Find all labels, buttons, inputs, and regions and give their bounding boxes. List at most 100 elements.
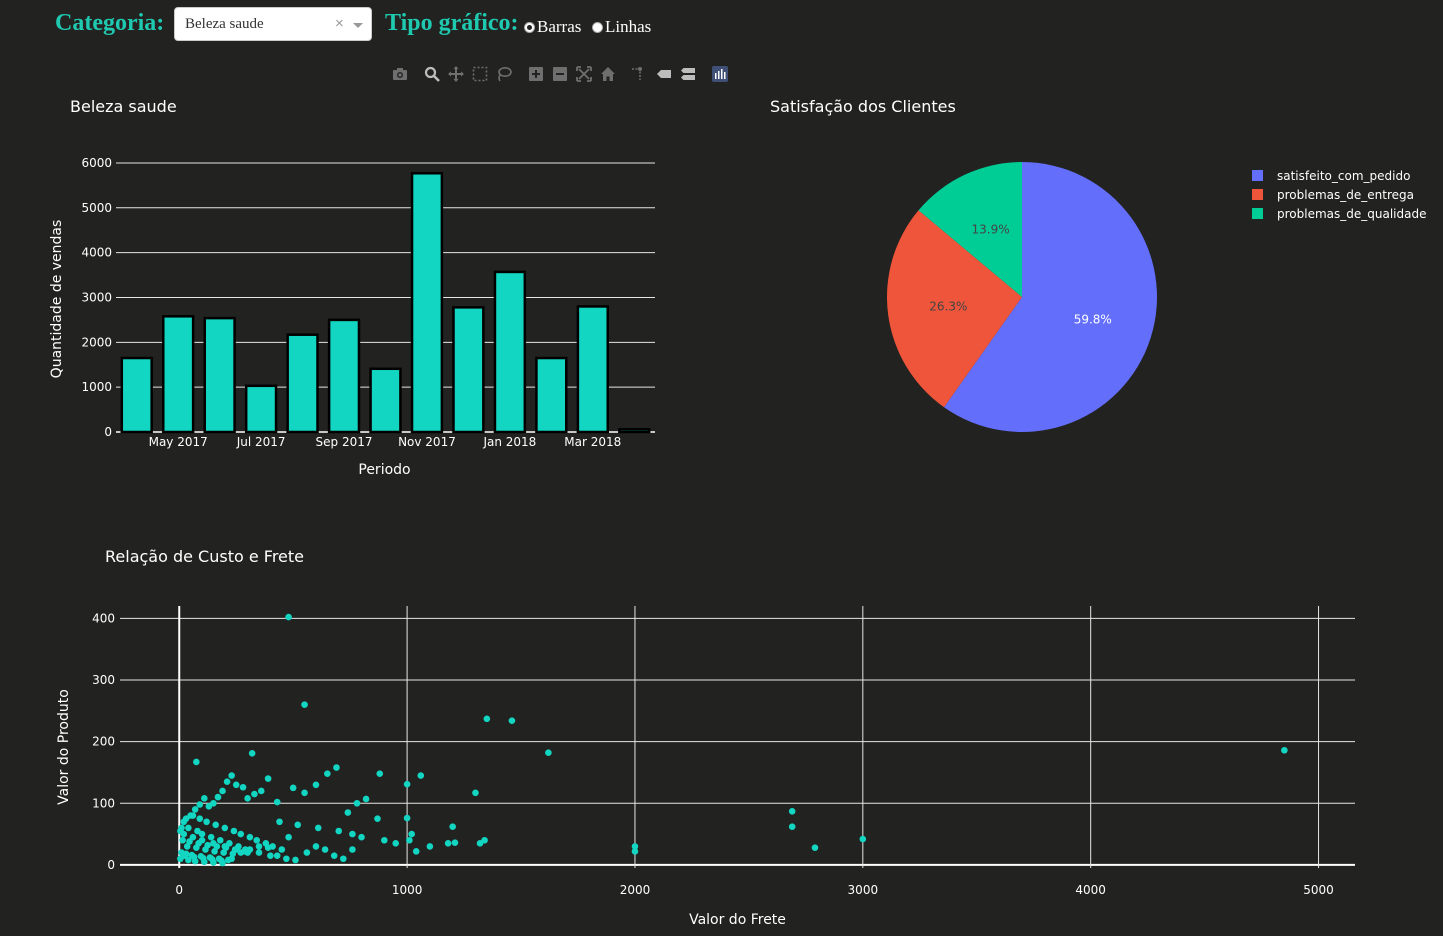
scatter-point[interactable] <box>374 815 381 822</box>
bar-chart[interactable]: 0 1000 2000 3000 4000 5000 6000 May 2017 Jul 201… <box>0 120 700 520</box>
scatter-point[interactable] <box>191 806 199 813</box>
scatter-point[interactable] <box>177 855 184 863</box>
scatter-point[interactable] <box>349 830 356 838</box>
scatter-point[interactable] <box>788 807 796 815</box>
hover-closest-icon[interactable] <box>656 66 672 82</box>
scatter-point[interactable] <box>198 830 206 838</box>
scatter-point[interactable] <box>312 843 320 850</box>
scatter-point[interactable] <box>358 833 365 841</box>
scatter-point[interactable] <box>283 855 290 863</box>
legend-label[interactable]: problemas_de_qualidade <box>1277 207 1426 221</box>
scatter-point[interactable] <box>278 846 286 853</box>
scatter-point[interactable] <box>788 823 796 830</box>
scatter-point[interactable] <box>189 812 197 819</box>
bar[interactable] <box>535 356 568 434</box>
legend-label[interactable]: problemas_de_entrega <box>1277 188 1414 202</box>
scatter-point[interactable] <box>221 824 229 832</box>
spike-lines-icon[interactable] <box>630 66 646 82</box>
chevron-down-icon[interactable] <box>353 23 363 28</box>
scatter-point[interactable] <box>216 836 224 844</box>
camera-icon[interactable] <box>392 66 408 82</box>
scatter-point[interactable] <box>321 846 329 853</box>
legend-label[interactable]: satisfeito_com_pedido <box>1277 169 1410 183</box>
scatter-point[interactable] <box>180 818 188 826</box>
scatter-point[interactable] <box>211 848 218 855</box>
pie-slice[interactable] <box>887 210 1022 408</box>
clear-icon[interactable]: × <box>335 15 344 32</box>
scatter-point[interactable] <box>403 780 411 788</box>
scatter-point[interactable] <box>285 613 292 621</box>
bar[interactable] <box>618 428 651 434</box>
radio-linhas-indicator[interactable] <box>592 21 603 33</box>
lasso-icon[interactable] <box>496 66 512 82</box>
scatter-point[interactable] <box>255 849 263 856</box>
scatter-point[interactable] <box>196 801 204 808</box>
pie-slice[interactable] <box>918 162 1022 297</box>
bar[interactable] <box>327 318 361 434</box>
scatter-point[interactable] <box>228 855 235 863</box>
scatter-point[interactable] <box>508 717 516 724</box>
pan-icon[interactable] <box>448 66 464 82</box>
scatter-point[interactable] <box>253 836 261 844</box>
scatter-point[interactable] <box>444 840 452 847</box>
scatter-point[interactable] <box>381 836 388 844</box>
plotly-logo-icon[interactable] <box>712 66 728 82</box>
hover-compare-icon[interactable] <box>680 66 696 82</box>
scatter-point[interactable] <box>246 846 254 853</box>
scatter-point[interactable] <box>201 858 208 866</box>
scatter-point[interactable] <box>219 859 226 867</box>
scatter-point[interactable] <box>230 827 238 835</box>
scatter-point[interactable] <box>403 814 411 822</box>
scatter-point[interactable] <box>179 836 186 844</box>
scatter-point[interactable] <box>344 809 352 816</box>
scatter-point[interactable] <box>212 821 220 829</box>
scatter-point[interactable] <box>631 843 639 850</box>
scatter-point[interactable] <box>330 852 338 859</box>
home-icon[interactable] <box>600 66 616 82</box>
bar[interactable] <box>162 315 195 434</box>
bar[interactable] <box>120 356 153 434</box>
scatter-point[interactable] <box>267 852 274 859</box>
scatter-point[interactable] <box>203 818 210 826</box>
scatter-point[interactable] <box>186 838 193 845</box>
scatter-point[interactable] <box>191 857 199 865</box>
scatter-point[interactable] <box>859 835 867 843</box>
box-select-icon[interactable] <box>472 66 488 82</box>
scatter-point[interactable] <box>376 770 384 777</box>
scatter-point[interactable] <box>335 827 343 835</box>
scatter-point[interactable] <box>273 798 281 806</box>
radio-barras-indicator[interactable] <box>524 21 535 33</box>
scatter-point[interactable] <box>333 764 340 771</box>
bar[interactable] <box>244 384 278 434</box>
scatter-point[interactable] <box>481 836 488 844</box>
scatter-point[interactable] <box>251 790 258 798</box>
scatter-point[interactable] <box>246 833 254 841</box>
scatter-point[interactable] <box>255 843 263 850</box>
scatter-point[interactable] <box>294 821 302 829</box>
scatter-point[interactable] <box>210 859 217 866</box>
scatter-point[interactable] <box>239 783 247 791</box>
bar[interactable] <box>493 270 527 434</box>
scatter-point[interactable] <box>185 856 192 864</box>
scatter-point[interactable] <box>264 775 272 782</box>
scatter-point[interactable] <box>214 793 222 801</box>
scatter-point[interactable] <box>451 839 459 847</box>
bar[interactable] <box>452 306 485 434</box>
scatter-point[interactable] <box>202 846 209 853</box>
scatter-point[interactable] <box>213 843 221 850</box>
scatter-point[interactable] <box>289 784 297 792</box>
scatter-point[interactable] <box>324 770 331 777</box>
scatter-point[interactable] <box>193 844 200 851</box>
scatter-point[interactable] <box>237 830 245 838</box>
zoom-out-icon[interactable] <box>552 66 568 82</box>
pie-chart[interactable]: 59.8% 26.3% 13.9% satisfeito_com_pedidoprob… <box>700 120 1443 520</box>
scatter-point[interactable] <box>314 824 322 832</box>
scatter-point[interactable] <box>273 852 281 859</box>
scatter-point[interactable] <box>392 840 400 847</box>
scatter-point[interactable] <box>449 823 456 830</box>
autoscale-icon[interactable] <box>576 66 592 82</box>
scatter-point[interactable] <box>340 855 347 863</box>
scatter-point[interactable] <box>472 789 479 797</box>
scatter-point[interactable] <box>412 848 420 855</box>
zoom-icon[interactable] <box>424 66 440 82</box>
